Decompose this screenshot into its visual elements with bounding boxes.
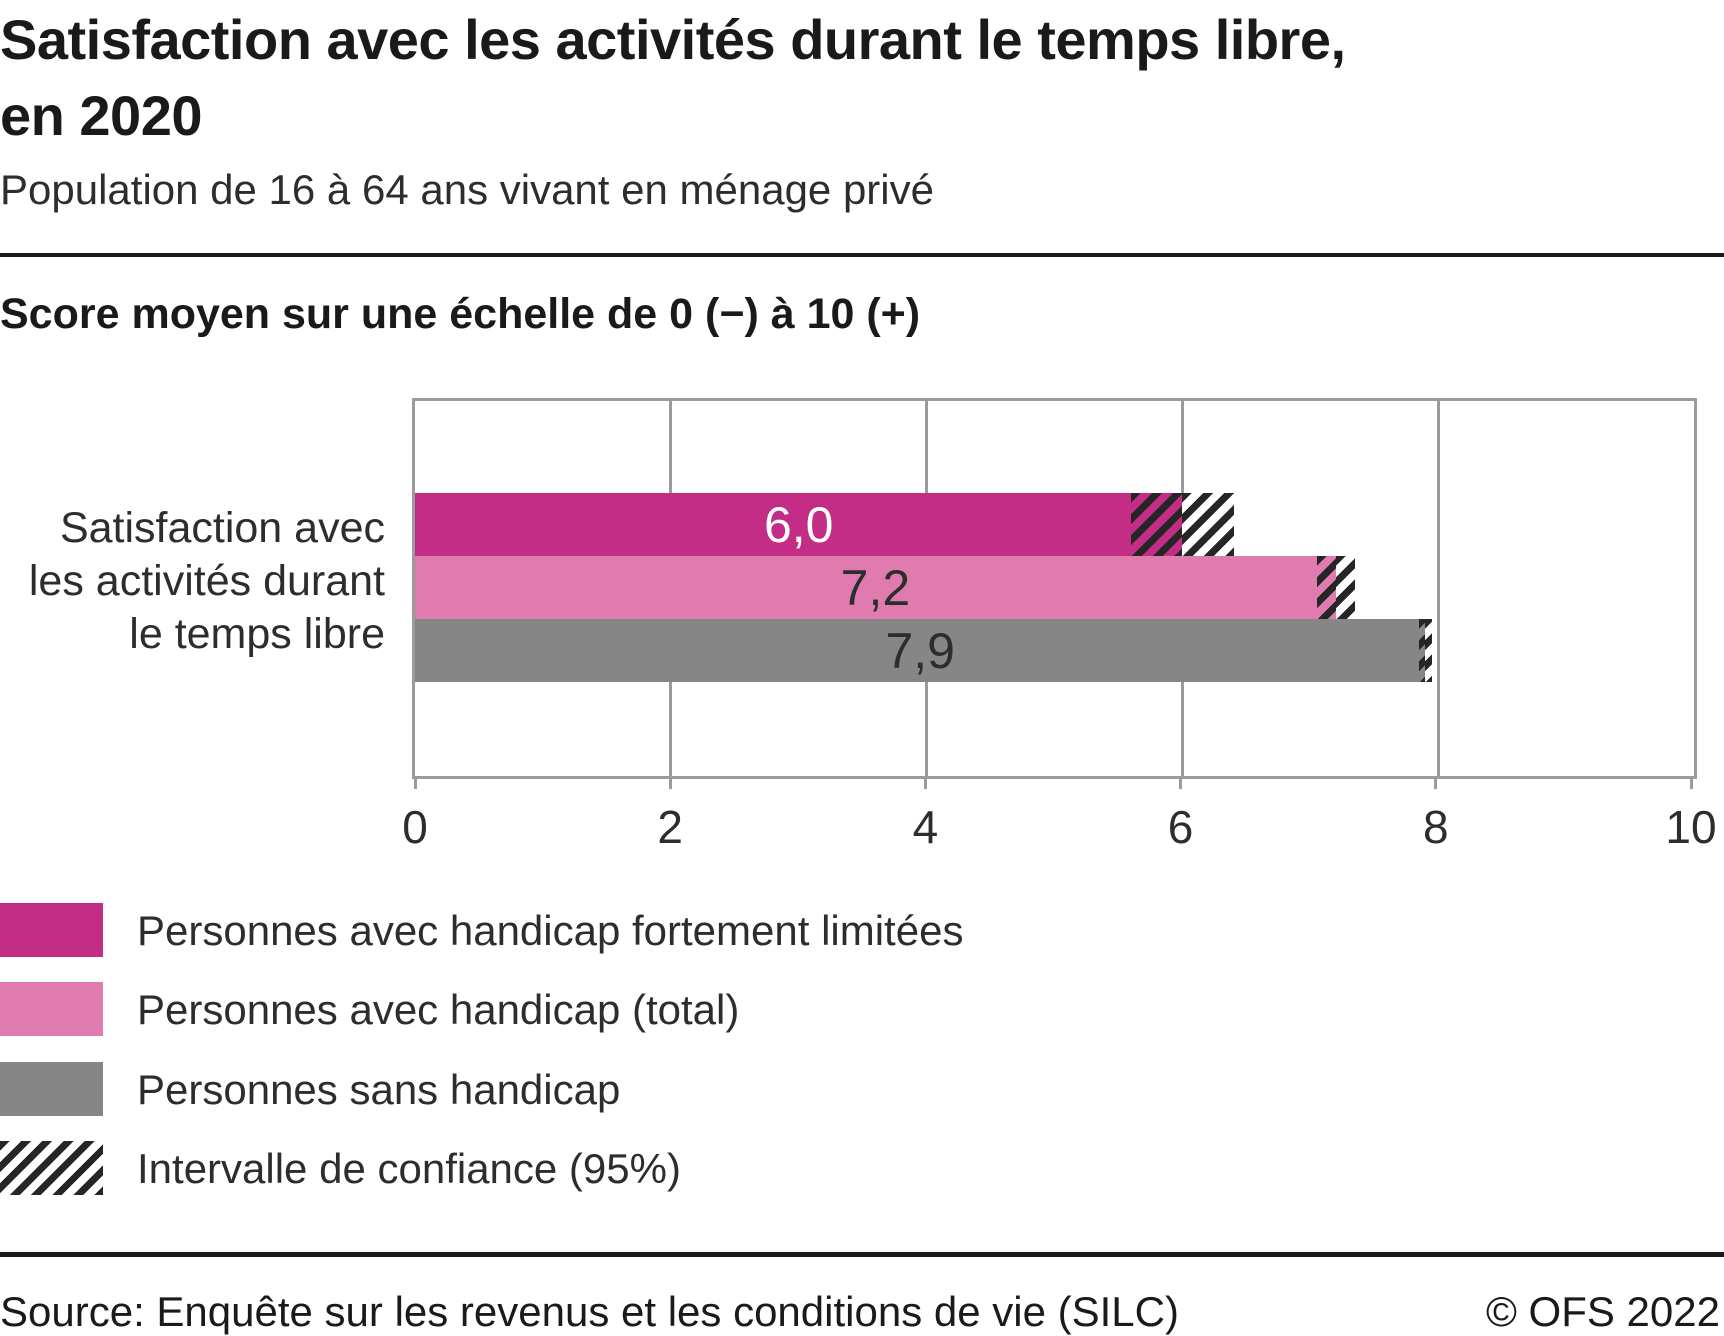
page-title-line1: Satisfaction avec les activités durant l… <box>0 8 1346 71</box>
x-axis-labels: 0 2 4 6 8 10 <box>402 800 1716 856</box>
axis-scale-title: Score moyen sur une échelle de 0 (−) à 1… <box>0 290 921 338</box>
footer: Source: Enquête sur les revenus et les c… <box>0 1288 1724 1336</box>
confidence-interval-swatch <box>0 1141 103 1195</box>
tick-label-8: 8 <box>1423 801 1449 853</box>
bar-value-label-3: 7,9 <box>885 623 955 679</box>
tick-label-4: 4 <box>912 801 939 853</box>
tick-label-10: 10 <box>1665 801 1717 853</box>
footer-divider <box>0 1252 1724 1257</box>
legend-color-swatch-1 <box>0 903 103 957</box>
x-axis-ticks <box>413 779 1693 789</box>
chart-legend: Personnes avec handicap fortement limité… <box>0 903 1100 1223</box>
tick-10 <box>1689 779 1693 789</box>
legend-label-1: Personnes avec handicap fortement limité… <box>137 907 964 954</box>
tick-0 <box>413 779 417 789</box>
ci-inner-3 <box>1419 619 1426 682</box>
tick-8 <box>1434 779 1438 789</box>
ci-outer-1 <box>1182 493 1234 556</box>
category-label: Satisfaction avec les activités durant le … <box>0 502 385 661</box>
legend-label-2: Personnes avec handicap (total) <box>137 986 740 1033</box>
bar-1 <box>415 493 1183 556</box>
bar-2 <box>415 556 1336 619</box>
plot-area: 6,0 7,2 7,9 <box>412 398 1697 779</box>
bar-3 <box>415 619 1426 682</box>
tick-label-6: 6 <box>1167 801 1194 853</box>
legend-label-3: Personnes sans handicap <box>137 1066 621 1113</box>
tick-label-2: 2 <box>657 801 683 853</box>
legend-row-2: Personnes avec handicap (total) <box>0 982 1100 1036</box>
header-divider <box>0 253 1724 257</box>
tick-4 <box>923 779 927 789</box>
gridline-8 <box>1436 401 1440 776</box>
bar-value-label-1: 6,0 <box>763 497 834 553</box>
ci-inner-1 <box>1131 493 1183 556</box>
legend-row-4: Intervalle de confiance (95%) <box>0 1141 1100 1195</box>
tick-label-0: 0 <box>402 801 428 853</box>
category-label-line-1: Satisfaction avec <box>59 504 385 552</box>
ci-outer-2 <box>1335 556 1356 619</box>
tick-6 <box>1179 779 1183 789</box>
page-title-line2: en 2020 <box>0 84 203 147</box>
legend-row-3: Personnes sans handicap <box>0 1062 1100 1116</box>
category-label-line-2: les activités durant <box>28 557 385 605</box>
ci-outer-3 <box>1425 619 1432 682</box>
copyright-text: © OFS 2022 <box>1485 1288 1720 1335</box>
legend-label-4: Intervalle de confiance (95%) <box>137 1145 681 1192</box>
tick-2 <box>668 779 672 789</box>
page-title: Satisfaction avec les activités durant l… <box>0 2 1580 154</box>
source-text: Source: Enquête sur les revenus et les c… <box>0 1288 1179 1335</box>
legend-color-swatch-3 <box>0 1062 103 1116</box>
ci-inner-2 <box>1316 556 1336 619</box>
legend-color-swatch-2 <box>0 982 103 1036</box>
page-subtitle: Population de 16 à 64 ans vivant en ména… <box>0 166 934 213</box>
bar-value-label-2: 7,2 <box>840 560 911 616</box>
category-label-line-3: le temps libre <box>129 610 385 658</box>
legend-row-1: Personnes avec handicap fortement limité… <box>0 903 1100 957</box>
